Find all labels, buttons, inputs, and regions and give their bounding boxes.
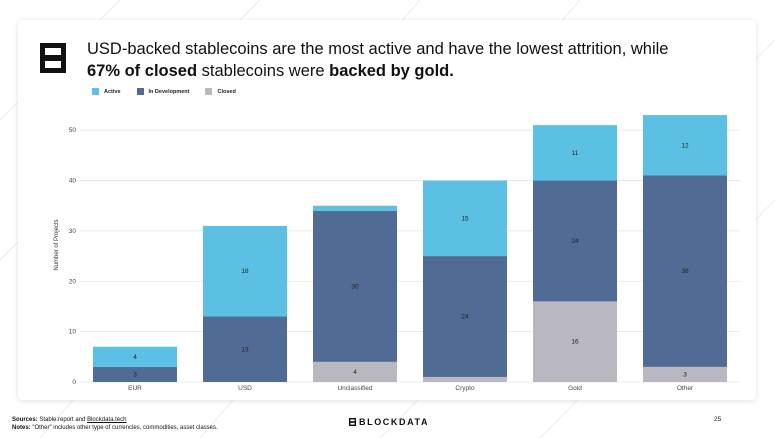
x-tick-label-crypto: Crypto — [455, 385, 475, 392]
legend-label-active: Active — [104, 88, 121, 95]
y-tick-label: 20 — [69, 278, 77, 285]
chart-legend: Active In Development Closed — [92, 88, 236, 95]
data-label-gold-closed: 16 — [571, 339, 579, 346]
bar-eur-active — [93, 346, 177, 367]
x-tick-label-gold: Gold — [568, 385, 582, 392]
y-tick-label: 40 — [69, 178, 77, 185]
blockdata-logo-icon — [40, 43, 66, 73]
notes-line: Notes: "Other" includes other type of cu… — [12, 425, 218, 433]
bar-gold-closed — [533, 301, 617, 382]
title-part-1: USD-backed stablecoins are the most acti… — [87, 40, 669, 58]
legend-swatch-in-development — [136, 88, 144, 95]
x-tick-label-other: Other — [677, 385, 694, 392]
brand-name: BLOCKDATA — [359, 417, 430, 427]
brand-mark-icon — [349, 418, 356, 426]
bar-crypto-in-development — [423, 256, 507, 377]
data-label-usd-in-development: 13 — [241, 346, 249, 353]
bar-other-active — [643, 115, 727, 176]
title-part-3: stablecoins were — [201, 62, 325, 80]
bar-gold-in-development — [533, 180, 617, 302]
bar-crypto-closed — [423, 376, 507, 382]
title-part-4: backed by gold. — [329, 62, 454, 80]
bar-unclassified-closed — [313, 361, 397, 382]
data-label-crypto-active: 15 — [461, 215, 469, 222]
bar-other-in-development — [643, 175, 727, 367]
data-label-eur-active: 4 — [133, 354, 137, 361]
x-tick-label-eur: EUR — [128, 385, 142, 392]
data-label-unclassified-in-development: 30 — [351, 283, 359, 290]
x-tick-label-unclassified: Unclassified — [337, 385, 372, 392]
legend-item-in-development: In Development — [136, 88, 190, 95]
data-label-other-closed: 3 — [683, 371, 687, 378]
y-tick-label: 10 — [69, 329, 77, 336]
bar-gold-active — [533, 125, 617, 181]
data-label-other-in-development: 38 — [681, 268, 689, 275]
y-axis-label: Number of Projects — [54, 219, 60, 270]
brand-footer: BLOCKDATA — [349, 417, 429, 427]
legend-label-in-development: In Development — [148, 88, 190, 95]
data-label-gold-active: 11 — [572, 150, 579, 157]
notes-label: Notes: — [12, 424, 31, 431]
y-tick-label: 30 — [69, 228, 77, 235]
legend-swatch-closed — [205, 88, 213, 95]
x-tick-label-usd: USD — [238, 385, 252, 392]
data-label-other-active: 12 — [681, 142, 689, 149]
sources-label: Sources: — [12, 417, 38, 423]
bar-usd-active — [203, 225, 287, 317]
bar-unclassified-in-development — [313, 210, 397, 362]
legend-swatch-active — [92, 88, 99, 95]
legend-item-closed: Closed — [205, 88, 236, 95]
data-label-usd-active: 18 — [241, 268, 249, 275]
bar-other-closed — [643, 366, 727, 382]
y-tick-label: 50 — [69, 127, 77, 134]
sources-text: Stable.report and — [39, 417, 86, 423]
legend-item-active: Active — [92, 88, 121, 95]
data-label-gold-in-development: 24 — [571, 238, 579, 245]
data-label-eur-in-development: 3 — [133, 371, 137, 378]
bar-usd-in-development — [203, 316, 287, 382]
page-title: USD-backed stablecoins are the most acti… — [87, 38, 727, 82]
y-tick-label: 0 — [72, 379, 76, 386]
bar-eur-in-development — [93, 366, 177, 382]
sources-link[interactable]: Blockdata.tech — [87, 417, 127, 423]
data-label-crypto-in-development: 24 — [461, 314, 469, 321]
bar-crypto-active — [423, 180, 507, 257]
page-number: 25 — [714, 416, 722, 423]
bar-unclassified-active — [313, 205, 397, 211]
legend-label-closed: Closed — [217, 88, 236, 95]
notes-text: "Other" includes other type of currencie… — [32, 424, 218, 431]
sources-line: Sources: Stable.report and Blockdata.tec… — [12, 417, 218, 425]
footer-notes: Sources: Stable.report and Blockdata.tec… — [12, 417, 218, 432]
title-part-2: 67% of closed — [87, 62, 198, 80]
data-label-unclassified-closed: 4 — [353, 369, 357, 376]
